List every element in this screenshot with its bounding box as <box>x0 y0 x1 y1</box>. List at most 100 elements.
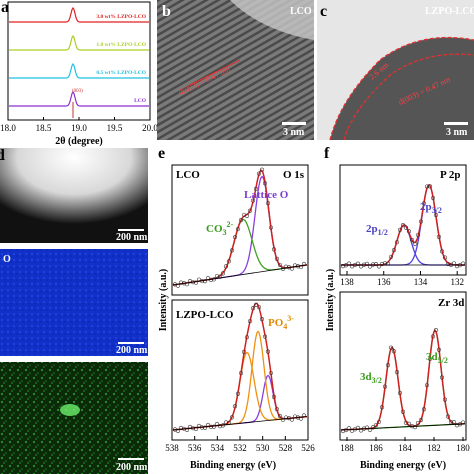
raw-point <box>238 371 244 376</box>
x-tick-label: 528 <box>279 443 293 453</box>
raw-point <box>241 212 247 218</box>
raw-point <box>280 417 286 423</box>
raw-point <box>340 428 346 434</box>
peak-label: 3d3/2 <box>360 371 382 385</box>
element-map <box>0 362 148 474</box>
raw-point <box>379 405 385 410</box>
peak-label: Lattice O <box>244 189 289 201</box>
raw-point <box>373 261 379 267</box>
peak-label: (003) <box>72 89 83 94</box>
raw-point <box>382 384 388 389</box>
xrd-curve <box>9 90 149 107</box>
x-tick-label: 18.0 <box>0 123 16 133</box>
curve-label: 1.0 wt% LZPO-LCO <box>96 42 146 48</box>
raw-point <box>454 423 460 428</box>
raw-point <box>235 391 241 396</box>
raw-point <box>418 417 424 423</box>
raw-point <box>454 264 460 269</box>
raw-point <box>271 394 277 399</box>
panel-label: f <box>324 145 330 162</box>
raw-point <box>217 424 223 429</box>
tem-edge <box>157 0 314 40</box>
scale-bar <box>118 342 144 344</box>
panel-c <box>317 0 474 141</box>
raw-point <box>244 213 250 218</box>
x-tick-label: 20.0 <box>142 123 158 133</box>
peak-label: 2p1/2 <box>366 223 388 237</box>
x-tick-label: 138 <box>340 277 354 287</box>
raw-point <box>412 425 418 430</box>
raw-point <box>370 425 376 430</box>
raw-point <box>400 409 406 414</box>
raw-point <box>406 421 412 426</box>
curve-label: 0.5 wt% LZPO-LCO <box>96 70 146 76</box>
raw-point <box>403 225 409 230</box>
sample-label: LCO <box>290 6 312 17</box>
raw-point <box>370 262 376 267</box>
raw-point <box>238 218 244 223</box>
raw-point <box>223 420 229 425</box>
raw-point <box>391 248 397 253</box>
x-tick-label: 136 <box>377 277 391 287</box>
peak-label: CO32- <box>206 220 234 237</box>
raw-point <box>193 426 199 431</box>
scale-label: 200 nm <box>116 462 148 473</box>
peak-label: 2p3/2 <box>420 201 442 215</box>
raw-point <box>427 356 433 362</box>
raw-point <box>214 273 220 279</box>
element-label: O <box>3 254 11 265</box>
raw-point <box>247 319 253 324</box>
raw-point <box>298 264 304 270</box>
raw-point <box>427 184 433 189</box>
panel-e: 538 536 534 532 530 528 526 <box>165 164 315 453</box>
raw-point <box>283 264 289 269</box>
raw-point <box>391 349 397 354</box>
sample-label: LZPO-LCO <box>176 309 234 321</box>
raw-point <box>220 271 226 276</box>
x-tick-label: 182 <box>427 443 441 453</box>
raw-point <box>439 249 445 254</box>
raw-point <box>202 425 208 430</box>
raw-point <box>424 184 430 189</box>
raw-point <box>445 261 451 267</box>
raw-point <box>301 261 307 267</box>
raw-point <box>394 370 400 375</box>
tem-vacuum <box>317 0 474 140</box>
raw-point <box>415 232 421 238</box>
core-label: P 2p <box>440 169 460 181</box>
raw-point <box>253 186 259 191</box>
raw-point <box>229 415 235 420</box>
raw-point <box>247 208 253 213</box>
raw-point <box>421 407 427 412</box>
raw-point <box>244 335 250 340</box>
raw-point <box>400 223 406 228</box>
raw-point <box>418 219 424 224</box>
raw-point <box>268 225 274 230</box>
x-tick-label: 184 <box>398 443 412 453</box>
x-tick-label: 530 <box>256 443 270 453</box>
raw-point <box>178 280 184 285</box>
raw-point <box>367 427 373 433</box>
raw-point <box>358 428 364 433</box>
scale-bar <box>444 122 468 125</box>
raw-point <box>448 420 454 425</box>
xrd-curve <box>9 34 149 51</box>
raw-point <box>265 201 271 206</box>
peak-label: 3d5/2 <box>426 351 448 365</box>
plot-frame <box>339 291 467 441</box>
x-tick-label: 188 <box>340 443 354 453</box>
raw-point <box>274 256 280 262</box>
scale-label: 200 nm <box>116 232 148 243</box>
o-map <box>0 249 148 356</box>
raw-point <box>259 167 265 172</box>
raw-point <box>424 383 430 388</box>
panel-a: 3.0 wt% LZPO-LCO 1.0 wt% LZPO-LCO 0.5 wt% … <box>0 1 158 133</box>
raw-point <box>430 195 436 201</box>
x-axis-label: Binding energy (eV) <box>190 460 276 471</box>
raw-point <box>232 235 238 240</box>
raw-point <box>364 425 370 430</box>
x-axis-label: 2θ (degree) <box>55 136 103 147</box>
raw-point <box>442 255 448 260</box>
x-axis-label: Binding energy (eV) <box>360 460 446 471</box>
plot-frame <box>171 164 309 296</box>
